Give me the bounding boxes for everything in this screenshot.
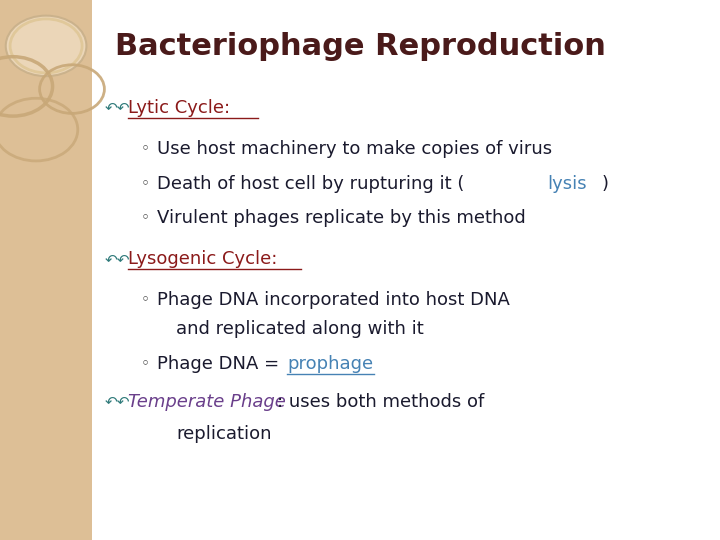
Text: Temperate Phage: Temperate Phage	[128, 393, 286, 411]
Text: ↶↶: ↶↶	[104, 394, 130, 409]
Text: and replicated along with it: and replicated along with it	[176, 320, 424, 339]
Text: ◦: ◦	[140, 293, 150, 308]
Circle shape	[6, 16, 86, 76]
Text: lysis: lysis	[547, 174, 587, 193]
Text: Use host machinery to make copies of virus: Use host machinery to make copies of vir…	[157, 140, 552, 158]
Text: Phage DNA =: Phage DNA =	[157, 355, 285, 373]
Text: ◦: ◦	[140, 356, 150, 372]
Text: Lytic Cycle:: Lytic Cycle:	[128, 99, 230, 117]
Text: Phage DNA incorporated into host DNA: Phage DNA incorporated into host DNA	[157, 291, 510, 309]
Text: Lysogenic Cycle:: Lysogenic Cycle:	[128, 250, 277, 268]
Text: replication: replication	[176, 425, 272, 443]
Text: ◦: ◦	[140, 176, 150, 191]
Text: ◦: ◦	[140, 211, 150, 226]
Text: ↶↶: ↶↶	[104, 252, 130, 267]
Text: ↶↶: ↶↶	[104, 100, 130, 116]
Text: Virulent phages replicate by this method: Virulent phages replicate by this method	[157, 209, 526, 227]
Text: ◦: ◦	[140, 141, 150, 157]
Text: ): )	[601, 174, 608, 193]
Text: prophage: prophage	[287, 355, 373, 373]
Text: Death of host cell by rupturing it (: Death of host cell by rupturing it (	[157, 174, 464, 193]
Text: Bacteriophage Reproduction: Bacteriophage Reproduction	[115, 32, 606, 62]
FancyBboxPatch shape	[0, 0, 92, 540]
Text: : uses both methods of: : uses both methods of	[277, 393, 485, 411]
